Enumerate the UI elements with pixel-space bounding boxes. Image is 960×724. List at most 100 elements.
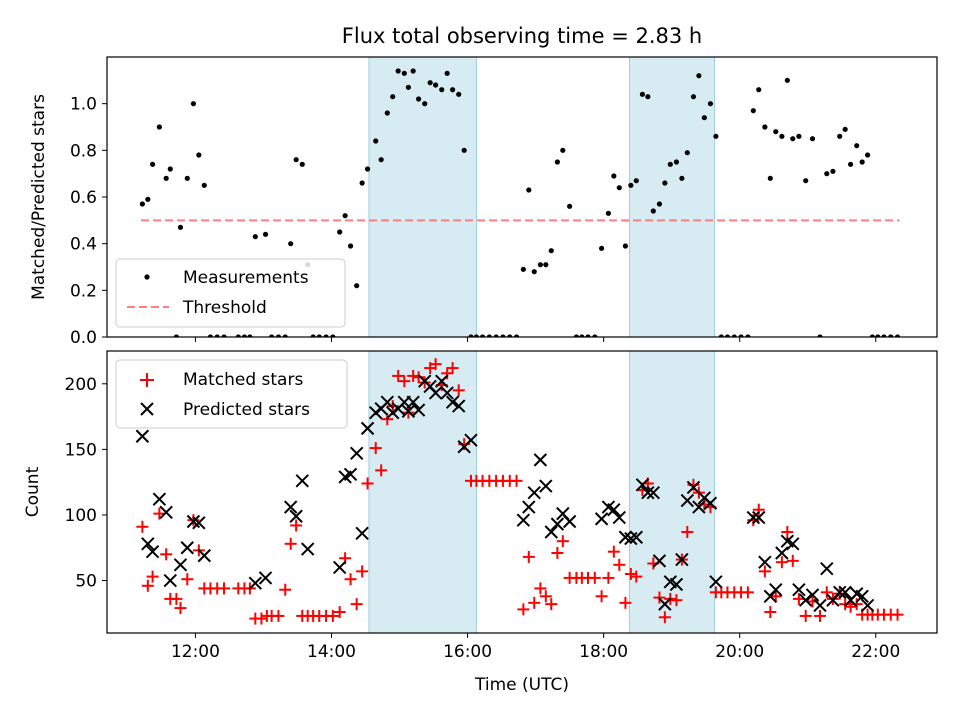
- matched-stars-point: [630, 570, 643, 583]
- measurements-point: [713, 133, 719, 139]
- predicted-stars-point: [289, 509, 303, 523]
- measurements-point: [830, 168, 836, 174]
- measurements-point: [390, 94, 396, 100]
- measurements-point: [427, 80, 433, 86]
- measurements-point: [468, 334, 474, 337]
- measurements-point: [288, 241, 294, 247]
- measurements-point: [190, 101, 197, 107]
- predicted-stars-point: [798, 593, 813, 607]
- predicted-stars-point: [669, 577, 684, 592]
- measurements-point: [373, 138, 379, 144]
- measurements-point: [214, 334, 220, 337]
- ratio-shaded-interval: [368, 57, 477, 337]
- measurements-point: [262, 231, 269, 237]
- measurements-point: [790, 136, 796, 142]
- predicted-stars-point: [380, 395, 395, 409]
- measurements-point: [762, 124, 768, 130]
- predicted-stars-point: [248, 576, 263, 590]
- predicted-stars-point: [332, 560, 347, 575]
- measurements-point: [554, 159, 560, 165]
- matched-stars-point: [781, 526, 794, 539]
- matched-stars-point: [255, 612, 268, 625]
- measurements-point: [149, 161, 156, 167]
- measurements-point: [894, 334, 901, 337]
- measurements-point: [662, 180, 668, 186]
- legend-matched-label: Matched stars: [183, 370, 303, 390]
- matched-stars-point: [146, 570, 159, 583]
- predicted-stars-point: [192, 516, 206, 530]
- predicted-stars-point: [838, 585, 852, 600]
- predicted-stars-point: [635, 478, 650, 492]
- measurements-point: [486, 334, 492, 337]
- measurements-point: [773, 129, 779, 135]
- predicted-stars-point: [360, 421, 375, 436]
- predicted-stars-point: [197, 548, 211, 563]
- measurements-point: [560, 147, 566, 153]
- count-y-tick-label: 200: [65, 375, 97, 395]
- ratio-y-tick-label: 0.0: [70, 328, 97, 348]
- ratio-legend: Measurements Threshold: [115, 258, 346, 328]
- measurements-point: [579, 334, 585, 337]
- predicted-stars-point: [786, 537, 800, 551]
- measurements-point: [673, 159, 680, 165]
- matched-stars-point: [624, 567, 637, 580]
- predicted-stars-point: [692, 500, 706, 514]
- x-tick-label: 14:00: [307, 642, 356, 662]
- measurements-point: [767, 175, 773, 181]
- predicted-stars-point: [612, 510, 626, 525]
- measurements-point: [679, 175, 685, 181]
- matched-stars-point: [446, 362, 459, 375]
- measurements-point: [718, 334, 724, 337]
- predicted-stars-point: [792, 583, 806, 597]
- measurements-point: [690, 94, 697, 100]
- measurements-point: [395, 68, 401, 74]
- measurements-point: [461, 147, 467, 153]
- matched-stars-point: [160, 548, 173, 561]
- x-tick-label: 12:00: [171, 642, 220, 662]
- predicted-stars-point: [152, 492, 167, 506]
- predicted-stars-point: [703, 496, 718, 510]
- predicted-stars-point: [675, 552, 689, 567]
- matched-stars-point: [588, 571, 601, 584]
- measurements-point: [803, 178, 809, 184]
- matched-stars-point: [556, 535, 569, 548]
- matched-stars-point: [799, 609, 812, 622]
- measurements-point: [639, 91, 646, 97]
- measurements-point: [859, 159, 865, 165]
- measurements-point: [323, 334, 329, 337]
- predicted-stars-point: [680, 493, 695, 508]
- count-shaded-interval: [368, 351, 477, 633]
- matched-stars-point: [407, 369, 420, 382]
- matched-stars-point: [290, 519, 303, 532]
- matched-stars-point: [369, 442, 382, 455]
- matched-stars-point: [775, 556, 788, 569]
- predicted-stars-point: [646, 485, 661, 500]
- ratio-shaded-interval: [628, 57, 716, 337]
- measurements-point: [184, 175, 190, 181]
- matched-stars-point: [844, 600, 857, 613]
- count-legend: Matched stars Predicted stars: [115, 359, 348, 429]
- predicted-stars-point: [607, 502, 621, 517]
- measurements-point: [275, 334, 282, 337]
- legend-threshold-label: Threshold: [182, 298, 267, 318]
- measurements-point: [731, 334, 737, 337]
- measurements-point: [756, 87, 762, 93]
- measurements-point: [707, 101, 714, 107]
- predicted-stars-point: [539, 479, 553, 493]
- matched-stars-point: [412, 371, 425, 384]
- measurements-point: [616, 185, 622, 191]
- measurements-point: [196, 152, 202, 158]
- measurements-point: [342, 213, 348, 219]
- matched-stars-point: [136, 520, 149, 533]
- predicted-stars-point: [355, 526, 369, 541]
- legend-predicted-marker: [140, 402, 154, 416]
- matched-stars-point: [786, 554, 799, 567]
- count-panel: 12:00 14:00 16:00 18:00 20:00 22:00 50 100 150 20…: [23, 350, 938, 695]
- measurements-point: [221, 334, 227, 337]
- matched-stars-point: [741, 586, 754, 599]
- measurements-point: [473, 334, 480, 337]
- x-tick-label: 20:00: [715, 642, 764, 662]
- matched-stars-point: [758, 565, 771, 578]
- predicted-stars-point: [522, 500, 536, 514]
- measurements-point: [598, 245, 605, 251]
